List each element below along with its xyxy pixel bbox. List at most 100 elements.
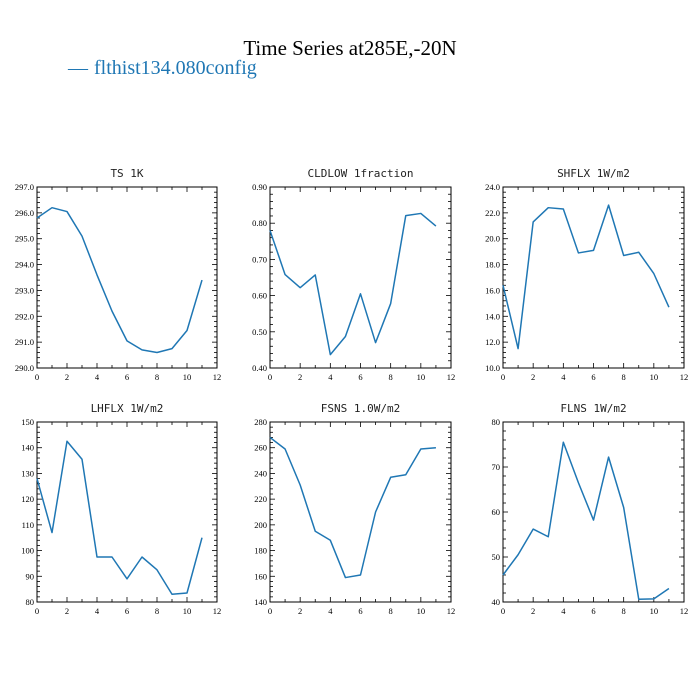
x-tick-label: 8 bbox=[389, 372, 393, 382]
y-tick-label: 294.0 bbox=[15, 260, 34, 270]
y-tick-label: 180 bbox=[254, 546, 267, 556]
chart-panel: TS 1K 0 2 4 6 8 10 12 290.0 291.0 292.0 293.0 294.0 2… bbox=[15, 167, 221, 382]
series-line bbox=[502, 441, 670, 601]
x-tick-label: 12 bbox=[447, 372, 456, 382]
x-tick-label: 10 bbox=[650, 606, 659, 616]
figure-title: Time Series at285E,-20N bbox=[243, 36, 457, 60]
y-tick-label: 110 bbox=[22, 520, 34, 530]
y-tick-label: 70 bbox=[492, 462, 501, 472]
y-tick-label: 295.0 bbox=[15, 234, 34, 244]
x-tick-label: 2 bbox=[298, 372, 302, 382]
x-tick-label: 4 bbox=[561, 372, 566, 382]
x-tick-label: 8 bbox=[622, 606, 626, 616]
x-tick-label: 8 bbox=[155, 606, 159, 616]
legend-label: flthist134.080config bbox=[94, 57, 257, 79]
x-tick-label: 4 bbox=[328, 606, 333, 616]
y-tick-label: 240 bbox=[254, 468, 267, 478]
x-tick-label: 4 bbox=[328, 372, 333, 382]
chart-panel: SHFLX 1W/m2 0 2 4 6 8 10 12 10.0 12.0 14.0 16.0 18.0… bbox=[485, 167, 688, 382]
y-tick-label: 60 bbox=[492, 507, 501, 517]
y-tick-label: 18.0 bbox=[485, 260, 500, 270]
y-tick-label: 260 bbox=[254, 443, 267, 453]
chart-panel: LHFLX 1W/m2 0 2 4 6 8 10 12 80 90 100 110 120 130 140 1… bbox=[21, 402, 221, 616]
y-tick-label: 140 bbox=[21, 443, 34, 453]
x-tick-label: 2 bbox=[531, 606, 535, 616]
legend: — flthist134.080config bbox=[68, 57, 257, 80]
y-tick-label: 290.0 bbox=[15, 363, 34, 373]
series-line bbox=[269, 436, 436, 579]
x-tick-label: 12 bbox=[213, 606, 222, 616]
x-tick-label: 0 bbox=[268, 372, 272, 382]
y-tick-label: 160 bbox=[254, 571, 267, 581]
series-line bbox=[36, 440, 203, 596]
y-tick-label: 120 bbox=[21, 494, 34, 504]
y-tick-label: 140 bbox=[254, 597, 267, 607]
x-tick-label: 8 bbox=[155, 372, 159, 382]
panel-title: SHFLX 1W/m2 bbox=[557, 167, 630, 180]
x-tick-label: 12 bbox=[213, 372, 222, 382]
y-tick-label: 0.40 bbox=[252, 363, 267, 373]
x-tick-label: 12 bbox=[680, 372, 689, 382]
x-tick-label: 4 bbox=[561, 606, 566, 616]
x-tick-label: 0 bbox=[35, 606, 39, 616]
series-line bbox=[269, 212, 437, 356]
series-line bbox=[502, 204, 670, 350]
x-tick-label: 6 bbox=[591, 606, 595, 616]
y-tick-label: 130 bbox=[21, 468, 34, 478]
panel-title: CLDLOW 1fraction bbox=[308, 167, 414, 180]
y-tick-label: 0.90 bbox=[252, 182, 267, 192]
y-tick-label: 291.0 bbox=[15, 337, 34, 347]
y-tick-label: 24.0 bbox=[485, 182, 500, 192]
plot-frame bbox=[36, 421, 218, 603]
y-tick-label: 0.50 bbox=[252, 327, 267, 337]
x-tick-label: 0 bbox=[35, 372, 39, 382]
x-tick-label: 10 bbox=[417, 372, 426, 382]
y-tick-label: 200 bbox=[254, 520, 267, 530]
x-tick-label: 8 bbox=[389, 606, 393, 616]
x-tick-label: 8 bbox=[622, 372, 626, 382]
x-tick-label: 6 bbox=[591, 372, 595, 382]
y-tick-label: 12.0 bbox=[485, 337, 500, 347]
legend-line-icon: — bbox=[68, 57, 88, 79]
y-tick-label: 296.0 bbox=[15, 208, 34, 218]
y-tick-label: 0.70 bbox=[252, 254, 267, 264]
x-tick-label: 0 bbox=[268, 606, 272, 616]
panel-title: FLNS 1W/m2 bbox=[560, 402, 626, 415]
y-tick-label: 80 bbox=[26, 597, 35, 607]
x-tick-label: 10 bbox=[650, 372, 659, 382]
panel-title: FSNS 1.0W/m2 bbox=[321, 402, 400, 415]
x-tick-label: 10 bbox=[183, 606, 192, 616]
y-tick-label: 0.80 bbox=[252, 218, 267, 228]
x-tick-label: 2 bbox=[65, 606, 69, 616]
y-tick-label: 280 bbox=[254, 417, 267, 427]
x-tick-label: 6 bbox=[358, 606, 362, 616]
y-tick-label: 10.0 bbox=[485, 363, 500, 373]
y-tick-label: 293.0 bbox=[15, 285, 34, 295]
y-tick-label: 0.60 bbox=[252, 291, 267, 301]
plot-frame bbox=[269, 186, 452, 369]
chart-panel: CLDLOW 1fraction 0 2 4 6 8 10 12 0.40 0.50 0.60 0.7… bbox=[252, 167, 455, 382]
x-tick-label: 12 bbox=[680, 606, 689, 616]
series-line bbox=[36, 206, 203, 354]
chart-panel: FSNS 1.0W/m2 0 2 4 6 8 10 12 140 160 180 200 220 240 2… bbox=[254, 402, 455, 616]
y-tick-label: 297.0 bbox=[15, 182, 34, 192]
x-tick-label: 6 bbox=[125, 606, 129, 616]
x-tick-label: 0 bbox=[501, 606, 505, 616]
chart-panel: FLNS 1W/m2 0 2 4 6 8 10 12 40 50 60 70 80 bbox=[492, 402, 689, 616]
y-tick-label: 150 bbox=[21, 417, 34, 427]
x-tick-label: 2 bbox=[298, 606, 302, 616]
x-tick-label: 6 bbox=[358, 372, 362, 382]
x-tick-label: 4 bbox=[95, 372, 100, 382]
x-tick-label: 12 bbox=[447, 606, 456, 616]
x-tick-label: 2 bbox=[65, 372, 69, 382]
y-tick-label: 14.0 bbox=[485, 311, 500, 321]
y-tick-label: 22.0 bbox=[485, 208, 500, 218]
y-tick-label: 100 bbox=[21, 546, 34, 556]
panel-title: LHFLX 1W/m2 bbox=[91, 402, 164, 415]
y-tick-label: 16.0 bbox=[485, 285, 500, 295]
y-tick-label: 50 bbox=[492, 552, 501, 562]
y-tick-label: 90 bbox=[26, 571, 35, 581]
x-tick-label: 4 bbox=[95, 606, 100, 616]
x-tick-label: 10 bbox=[417, 606, 426, 616]
